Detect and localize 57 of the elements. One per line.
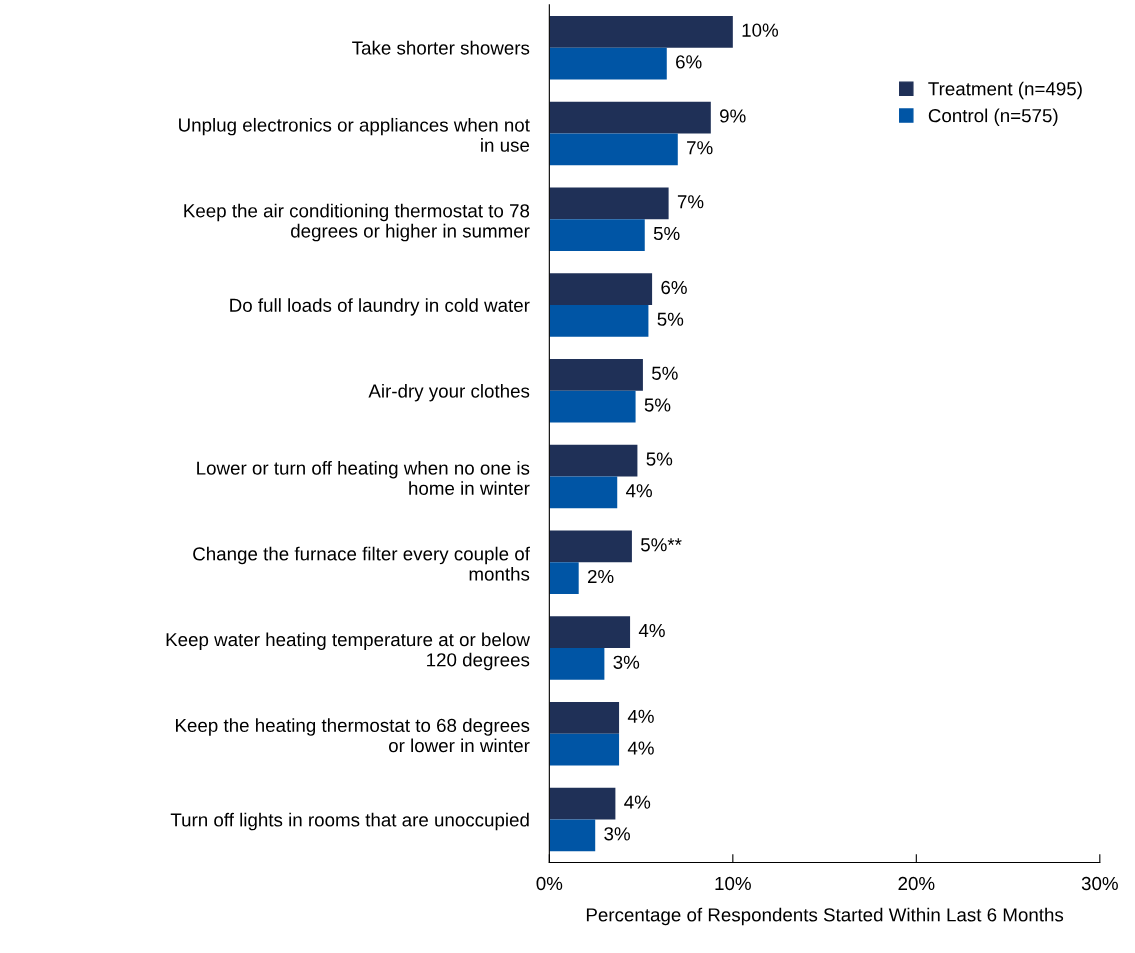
- data-label: 4%: [624, 795, 651, 809]
- data-label: 3%: [604, 827, 630, 841]
- y-tick-label: Keep the air conditioning thermostat to 78 degrees or higher in summer: [184, 203, 530, 242]
- data-label: 5%: [653, 226, 680, 241]
- data-label: 4%: [627, 709, 654, 723]
- y-tick-label: Take shorter showers: [352, 40, 530, 55]
- x-tick-label: 30%: [1081, 876, 1118, 891]
- y-tick-label: Keep the heating thermostat to 68 degrees or lower in winter: [176, 718, 530, 753]
- y-tick-label: Turn off lights in rooms that are unoccupied: [170, 812, 529, 831]
- bar: [549, 648, 605, 680]
- bar: [549, 530, 632, 563]
- x-tick-label: 0%: [536, 876, 563, 891]
- bar: [549, 819, 596, 852]
- data-label: 4%: [626, 484, 652, 498]
- bar: [549, 476, 618, 509]
- y-tick-label: Unplug electronics or appliances when not in use: [179, 117, 530, 152]
- data-label: 7%: [677, 195, 704, 209]
- bar: [549, 444, 638, 477]
- data-label: 3%: [613, 655, 640, 669]
- data-label: 10%: [742, 23, 779, 37]
- y-tick-label: Change the furnace filter every couple of months: [193, 546, 530, 581]
- x-tick-label: 10%: [715, 876, 751, 891]
- data-label: 5%: [657, 312, 684, 326]
- bar: [549, 304, 649, 337]
- bar: [549, 616, 631, 649]
- bar: [549, 15, 733, 48]
- data-label: 5%: [644, 398, 671, 412]
- bar: [549, 187, 669, 220]
- legend-label: Control (n=575): [928, 108, 1058, 126]
- y-tick-label: Lower or turn off heating when no one is home in winter: [197, 460, 530, 495]
- bar: [549, 562, 579, 594]
- data-label: 5%: [646, 452, 673, 466]
- y-tick-label: Air-dry your clothes: [368, 383, 530, 402]
- data-label: 5%**: [640, 538, 682, 552]
- bar: [549, 101, 711, 134]
- bar: [549, 787, 616, 820]
- bar: [549, 733, 620, 766]
- data-label: 6%: [676, 55, 702, 69]
- data-label: 5%: [652, 366, 678, 380]
- data-label: 9%: [720, 109, 746, 123]
- data-label: 7%: [687, 141, 713, 155]
- bar: [549, 702, 620, 734]
- bar: [549, 273, 653, 305]
- bar: [549, 390, 636, 423]
- x-axis-title: Percentage of Respondents Started Within Last 6 Months: [586, 907, 1064, 926]
- x-tick-label: 20%: [898, 876, 935, 891]
- data-label: 4%: [627, 741, 654, 755]
- bar: [549, 219, 645, 251]
- bar: [549, 47, 667, 80]
- data-label: 2%: [587, 569, 614, 584]
- data-label: 6%: [661, 280, 687, 295]
- y-tick-label: Do full loads of laundry in cold water: [230, 298, 530, 316]
- bar: [549, 133, 678, 166]
- data-label: 4%: [638, 624, 665, 638]
- y-tick-label: Keep water heating temperature at or below 120 degrees: [166, 632, 530, 671]
- bar: [549, 359, 643, 391]
- legend-label: Treatment (n=495): [928, 81, 1082, 100]
